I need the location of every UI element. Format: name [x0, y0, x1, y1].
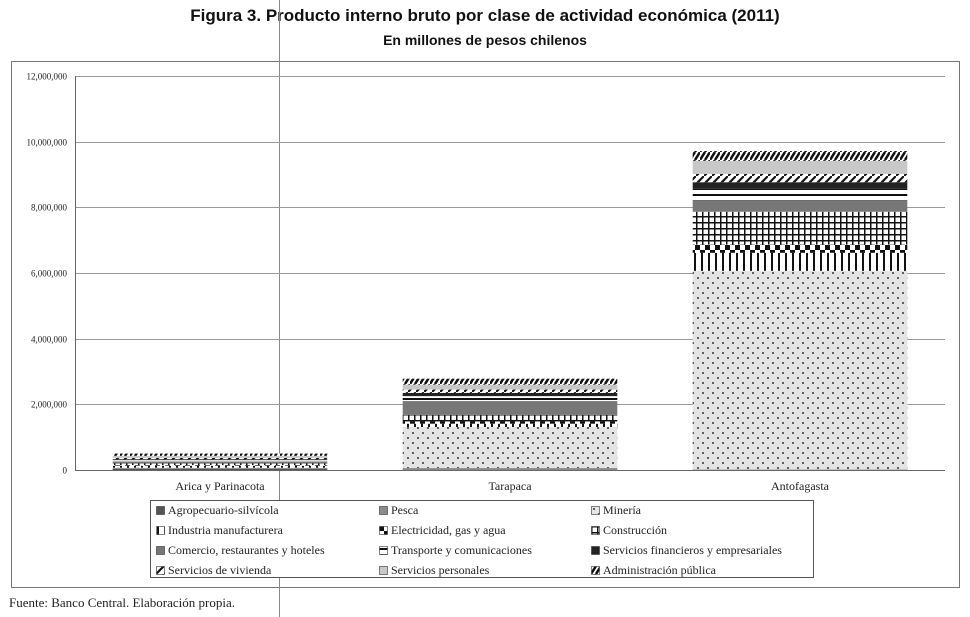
- legend-item: Servicios financieros y empresariales: [591, 543, 782, 558]
- bar-segment: [692, 188, 908, 201]
- bar-segment: [402, 414, 618, 422]
- bars: [112, 151, 908, 470]
- legend-label: Comercio, restaurantes y hoteles: [168, 543, 325, 557]
- legend-item: Construcción: [591, 523, 667, 538]
- y-tick-label: 10,000,000: [27, 138, 68, 148]
- bar-segment: [402, 468, 618, 470]
- bar-segment: [112, 460, 328, 462]
- legend-item: Pesca: [379, 503, 418, 518]
- legend-item: Administración pública: [591, 563, 716, 578]
- legend-swatch: [156, 546, 165, 555]
- legend-swatch: [156, 526, 165, 535]
- legend-label: Construcción: [603, 523, 667, 537]
- source-note: Fuente: Banco Central. Elaboración propi…: [9, 595, 235, 610]
- legend-label: Agropecuario-silvícola: [168, 503, 279, 517]
- legend-label: Servicios de vivienda: [168, 563, 272, 577]
- chart-title: Figura 3. Producto interno bruto por cla…: [190, 6, 780, 25]
- y-tick-label: 12,000,000: [27, 72, 68, 82]
- y-tick-label: 4,000,000: [31, 335, 68, 345]
- bar-segment: [692, 244, 908, 253]
- legend-item: Agropecuario-silvícola: [156, 503, 279, 518]
- legend-label: Electricidad, gas y agua: [391, 523, 506, 537]
- y-tick-label: 8,000,000: [31, 203, 68, 213]
- bar-segment: [692, 160, 908, 175]
- bar-segment: [692, 252, 908, 271]
- legend-label: Minería: [603, 503, 641, 517]
- legend-swatch: [591, 546, 600, 555]
- legend-item: Transporte y comunicaciones: [379, 543, 532, 558]
- legend-swatch: [591, 506, 600, 515]
- bar-segment: [112, 468, 328, 470]
- legend: Agropecuario-silvícola Pesca Minería Indust…: [150, 500, 814, 578]
- bar-segment: [692, 211, 908, 245]
- legend-label: Transporte y comunicaciones: [391, 543, 532, 557]
- legend-item: Minería: [591, 503, 641, 518]
- legend-item: Servicios de vivienda: [156, 563, 271, 578]
- bar-segment: [402, 389, 618, 393]
- legend-label: Servicios financieros y empresariales: [603, 543, 782, 557]
- x-tick-label: Antofagasta: [771, 479, 830, 493]
- x-tick-label: Tarapaca: [488, 479, 532, 493]
- bar-segment: [402, 396, 618, 402]
- bar-segment: [112, 457, 328, 460]
- legend-swatch: [591, 566, 600, 575]
- bar-segment: [112, 453, 328, 456]
- legend-swatch: [379, 566, 388, 575]
- legend-swatch: [591, 526, 600, 535]
- legend-item: Comercio, restaurantes y hoteles: [156, 543, 325, 558]
- bar-segment: [402, 392, 618, 397]
- y-tick-label: 0: [63, 466, 68, 476]
- bar-segment: [112, 463, 328, 466]
- chart-border: [11, 61, 960, 588]
- chart-subtitle: En millones de pesos chilenos: [383, 32, 587, 48]
- axes: 0 2,000,000 4,000,000 6,000,000 8,000,000 10,…: [27, 72, 830, 494]
- bar-segment: [402, 423, 618, 427]
- x-tick-label: Arica y Parinacota: [175, 479, 265, 493]
- legend-label: Administración pública: [603, 563, 716, 577]
- bar-segment: [402, 401, 618, 415]
- y-tick-label: 6,000,000: [31, 269, 68, 279]
- bar-segment: [402, 378, 618, 385]
- bar-segment: [402, 384, 618, 390]
- legend-swatch: [379, 506, 388, 515]
- legend-label: Servicios personales: [391, 563, 490, 577]
- bar-segment: [692, 182, 908, 189]
- bar-segment: [112, 455, 328, 458]
- bar-segment: [402, 421, 618, 424]
- bar-segment: [692, 270, 908, 470]
- bar-segment: [692, 200, 908, 212]
- y-tick-label: 2,000,000: [31, 400, 68, 410]
- bar-segment: [402, 426, 618, 469]
- bar-segment: [112, 459, 328, 461]
- bar-segment: [692, 151, 908, 161]
- legend-swatch: [156, 506, 165, 515]
- bar-segment: [112, 465, 328, 468]
- bar-segment: [112, 465, 328, 466]
- bar-segment: [692, 174, 908, 183]
- legend-swatch: [156, 566, 165, 575]
- legend-item: Electricidad, gas y agua: [379, 523, 506, 538]
- legend-swatch: [379, 546, 388, 555]
- bar-segment: [112, 468, 328, 469]
- legend-swatch: [379, 526, 388, 535]
- legend-item: Industria manufacturera: [156, 523, 283, 538]
- legend-label: Pesca: [391, 503, 419, 517]
- legend-label: Industria manufacturera: [168, 523, 283, 537]
- legend-item: Servicios personales: [379, 563, 489, 578]
- bar-segment: [112, 461, 328, 464]
